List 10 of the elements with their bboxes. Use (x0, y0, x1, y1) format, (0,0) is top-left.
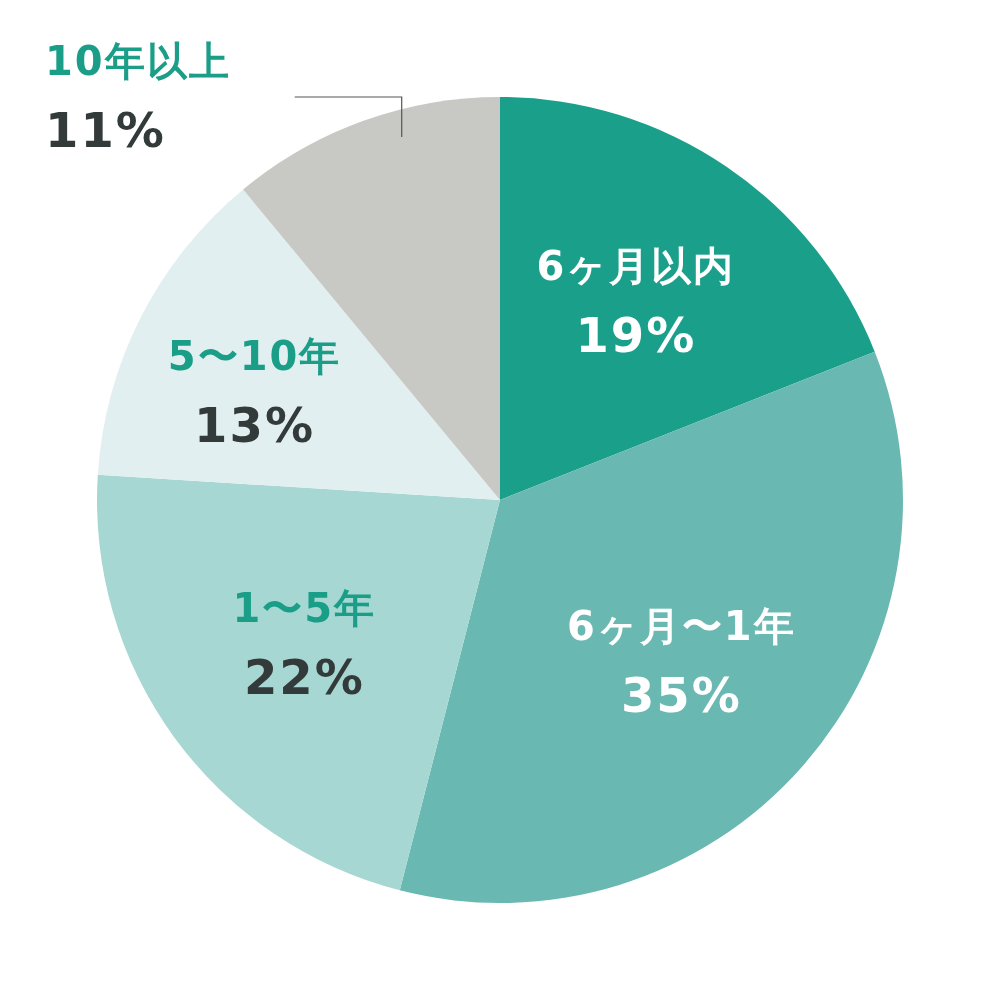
slice-label: 1〜5年 (232, 585, 377, 632)
slice-label: 5〜10年 (167, 333, 342, 380)
data-label: 22% (243, 649, 365, 706)
data-label: 13% (194, 397, 315, 454)
data-label: 35% (620, 666, 742, 723)
slice-label: 6ヶ月以内 (536, 243, 736, 290)
slice-label: 6ヶ月〜1年 (567, 602, 796, 649)
data-label: 19% (575, 307, 697, 364)
data-label: 11% (45, 102, 166, 158)
slice-label: 10年以上 (45, 38, 231, 84)
